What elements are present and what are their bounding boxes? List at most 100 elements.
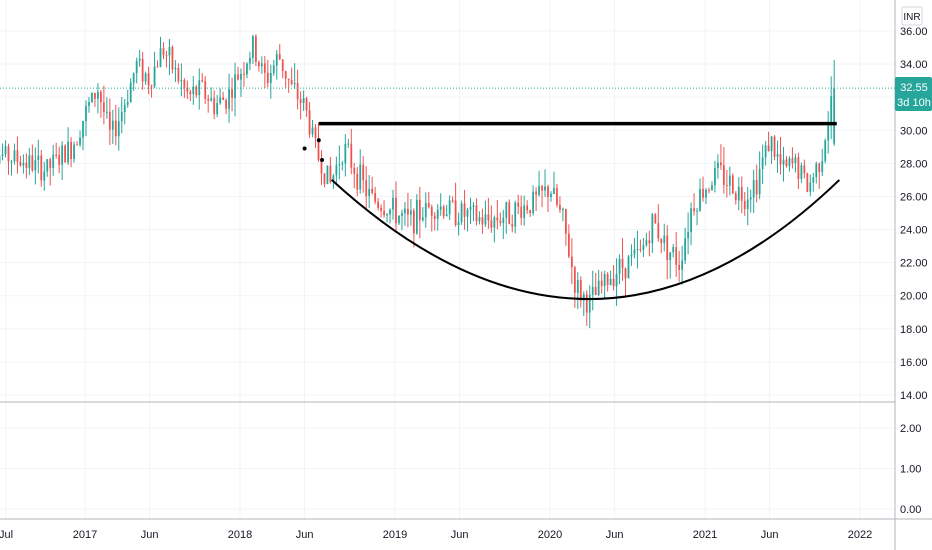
candle-body (618, 258, 621, 274)
candle-body (657, 223, 660, 239)
candle-body (779, 153, 782, 165)
candle-body (681, 260, 684, 270)
currency-box[interactable] (901, 6, 923, 26)
candle-body (293, 83, 296, 85)
candle-body (544, 186, 546, 191)
price-axis[interactable]: 14.00 16.00 18.00 20.00 22.00 24.00 26.00 28.00… (900, 26, 928, 402)
price-tick-label[interactable]: 18.00 (900, 324, 928, 336)
price-tick-label[interactable]: 30.00 (900, 125, 928, 137)
candle-body (702, 188, 704, 198)
candle-body (7, 146, 10, 162)
candle-body (490, 220, 493, 228)
candle-body (225, 99, 227, 109)
price-tick-label[interactable]: 16.00 (900, 357, 928, 369)
price-tick-label[interactable]: 34.00 (900, 59, 928, 71)
lower-tick-label[interactable]: 0.00 (900, 504, 921, 516)
time-tick-label[interactable]: 2021 (693, 529, 717, 541)
time-tick-label[interactable]: 2022 (848, 529, 872, 541)
candle-body (788, 158, 791, 167)
candle-body (386, 214, 388, 216)
candle-body (517, 202, 520, 207)
time-tick-label[interactable]: 2019 (383, 529, 407, 541)
candle-body (556, 188, 558, 205)
time-tick-label[interactable]: 2017 (73, 529, 97, 541)
time-tick-label[interactable]: Jun (606, 529, 624, 541)
time-tick-label[interactable]: Jun (296, 529, 314, 541)
candle-body (821, 161, 824, 173)
candle-body (445, 214, 448, 217)
time-tick-label[interactable]: Jun (451, 529, 469, 541)
lower-tick-label[interactable]: 2.00 (900, 423, 921, 435)
candle-body (529, 210, 532, 214)
time-axis[interactable]: Jul 2017 Jun 2018 Jun 2019 Jun 2020 Jun 2021 Jun 20… (0, 529, 872, 541)
currency-label[interactable]: INR (903, 12, 920, 23)
candle-body (299, 99, 302, 104)
candle-body (260, 63, 263, 67)
candle-body (410, 210, 412, 215)
candle-body (797, 157, 800, 179)
lower-tick-label[interactable]: 1.00 (900, 464, 921, 476)
candle-body (475, 205, 478, 222)
candle-body (627, 256, 630, 279)
candle-body (213, 98, 216, 114)
candle-body (728, 175, 731, 186)
candle-body (64, 145, 67, 163)
candle-body (424, 203, 427, 218)
candle-body (562, 209, 564, 211)
drawings[interactable] (302, 121, 841, 301)
marker-dot (302, 146, 307, 151)
price-tick-label[interactable]: 14.00 (900, 390, 928, 402)
candle-body (34, 159, 37, 171)
candle-body (466, 209, 469, 217)
candle-body (511, 224, 514, 227)
candle-body (204, 81, 207, 99)
candle-body (639, 249, 642, 251)
candle-body (249, 57, 251, 64)
candle-body (281, 59, 284, 72)
candle-body (469, 207, 472, 210)
candle-body (243, 73, 245, 75)
candle-body (67, 141, 70, 163)
candle-body (174, 67, 177, 70)
time-tick-label[interactable]: Jul (0, 529, 13, 541)
candle-body (371, 188, 374, 194)
candle-body (761, 157, 764, 169)
candle-body (234, 74, 236, 98)
price-tick-label[interactable]: 26.00 (900, 191, 928, 203)
candle-body (579, 280, 582, 301)
candle-body (573, 267, 576, 293)
candle-body (585, 294, 588, 313)
time-tick-label[interactable]: Jun (141, 529, 159, 541)
candle-body (499, 220, 502, 224)
candle-body (708, 189, 710, 191)
candle-body (16, 150, 19, 162)
candle-body (246, 63, 248, 75)
candle-body (398, 215, 400, 224)
candle-body (296, 83, 299, 100)
candle-body (550, 193, 552, 198)
time-tick-label[interactable]: Jun (761, 529, 779, 541)
price-tick-label[interactable]: 20.00 (900, 291, 928, 303)
candle-body (496, 217, 499, 221)
candle-body (457, 221, 460, 226)
candle-body (353, 167, 356, 174)
time-tick-label[interactable]: 2020 (538, 529, 562, 541)
candle-body (76, 144, 78, 146)
candle-body (305, 98, 308, 111)
price-tick-label[interactable]: 24.00 (900, 225, 928, 237)
candle-body (758, 168, 761, 195)
price-tick-label[interactable]: 28.00 (900, 158, 928, 170)
candle-body (594, 287, 597, 295)
candle-body (630, 254, 633, 257)
cup-arc[interactable] (331, 179, 841, 301)
time-tick-label[interactable]: 2018 (228, 529, 252, 541)
bar-countdown: 3d 10h (897, 97, 931, 109)
price-tick-label[interactable]: 36.00 (900, 26, 928, 38)
lower-pane-axis[interactable]: 0.00 1.00 2.00 (900, 423, 921, 516)
candle-body (481, 217, 484, 225)
candle-body (493, 217, 496, 228)
candle-body (570, 256, 573, 268)
price-tick-label[interactable]: 22.00 (900, 258, 928, 270)
candle-body (636, 249, 639, 251)
